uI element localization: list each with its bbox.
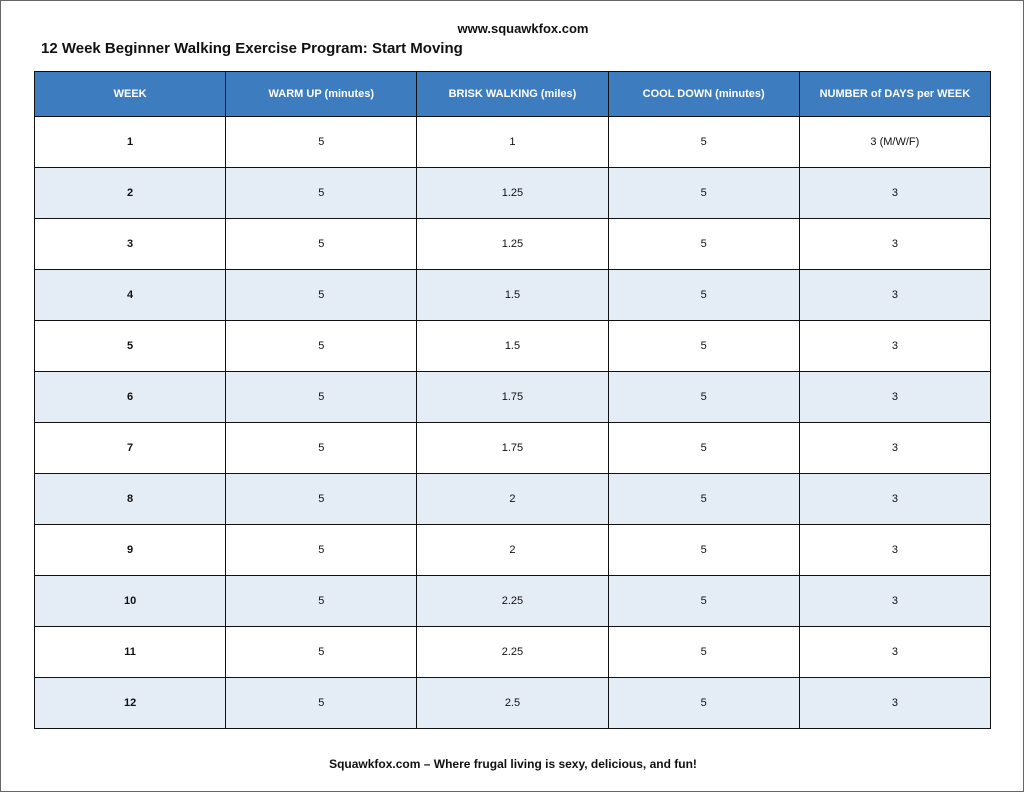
table-cell: 3 (798, 167, 992, 219)
table-cell: 3 (798, 320, 992, 372)
table-cell: 5 (225, 473, 418, 525)
table-cell: 2.25 (416, 575, 609, 627)
table-cell: 2 (416, 524, 609, 576)
table-cell: 5 (607, 524, 800, 576)
table-cell: 10 (33, 575, 227, 627)
table-cell: 5 (607, 473, 800, 525)
table-cell: 5 (607, 320, 800, 372)
table-cell: 1 (33, 116, 227, 168)
column-header: WEEK (33, 71, 227, 117)
table-cell: 3 (798, 575, 992, 627)
table-cell: 5 (607, 167, 800, 219)
header-row: WEEK WARM UP (minutes) BRISK WALKING (mile… (33, 71, 992, 117)
table-cell: 11 (33, 626, 227, 678)
table-cell: 2.25 (416, 626, 609, 678)
table-cell: 3 (798, 371, 992, 423)
table-row: 3 5 1.25 5 3 (33, 218, 992, 270)
table-cell: 3 (798, 626, 992, 678)
table-cell: 3 (798, 422, 992, 474)
table-row: 7 5 1.75 5 3 (33, 422, 992, 474)
table-cell: 1.25 (416, 218, 609, 270)
table-cell: 3 (M/W/F) (798, 116, 992, 168)
document-title: 12 Week Beginner Walking Exercise Progra… (41, 40, 463, 57)
table-cell: 5 (607, 626, 800, 678)
table-cell: 5 (225, 422, 418, 474)
table-cell: 1.25 (416, 167, 609, 219)
table-row: 12 5 2.5 5 3 (33, 677, 992, 729)
table-cell: 2 (416, 473, 609, 525)
table-cell: 1.5 (416, 320, 609, 372)
column-header: NUMBER of DAYS per WEEK (798, 71, 992, 117)
column-header: WARM UP (minutes) (225, 71, 418, 117)
table-cell: 5 (225, 677, 418, 729)
table-row: 6 5 1.75 5 3 (33, 371, 992, 423)
table-cell: 3 (798, 473, 992, 525)
site-url: www.squawkfox.com (457, 21, 589, 36)
table-cell: 5 (225, 371, 418, 423)
table-cell: 3 (33, 218, 227, 270)
table-cell: 5 (607, 575, 800, 627)
table-cell: 5 (225, 320, 418, 372)
table-cell: 2 (33, 167, 227, 219)
table-cell: 1.75 (416, 371, 609, 423)
table-row: 5 5 1.5 5 3 (33, 320, 992, 372)
program-table: WEEK WARM UP (minutes) BRISK WALKING (mile… (33, 71, 992, 729)
column-header: BRISK WALKING (miles) (416, 71, 609, 117)
table-cell: 5 (607, 677, 800, 729)
table-row: 10 5 2.25 5 3 (33, 575, 992, 627)
table-cell: 5 (225, 218, 418, 270)
table-cell: 3 (798, 269, 992, 321)
table-cell: 1.5 (416, 269, 609, 321)
table-cell: 8 (33, 473, 227, 525)
column-header: COOL DOWN (minutes) (607, 71, 800, 117)
table-cell: 5 (607, 218, 800, 270)
table-cell: 5 (33, 320, 227, 372)
table-row: 11 5 2.25 5 3 (33, 626, 992, 678)
table-cell: 5 (225, 575, 418, 627)
table-cell: 2.5 (416, 677, 609, 729)
table-cell: 5 (607, 422, 800, 474)
table-cell: 5 (225, 524, 418, 576)
table-cell: 9 (33, 524, 227, 576)
table-cell: 5 (225, 116, 418, 168)
table-cell: 1.75 (416, 422, 609, 474)
table-cell: 7 (33, 422, 227, 474)
table-cell: 3 (798, 524, 992, 576)
table-row: 2 5 1.25 5 3 (33, 167, 992, 219)
footer: Squawkfox.com – Where frugal living is s… (329, 757, 697, 771)
table-cell: 3 (798, 218, 992, 270)
table-cell: 6 (33, 371, 227, 423)
table-cell: 5 (225, 269, 418, 321)
table-cell: 5 (225, 626, 418, 678)
table-cell: 5 (607, 269, 800, 321)
table-cell: 3 (798, 677, 992, 729)
table-cell: 5 (607, 371, 800, 423)
table-cell: 4 (33, 269, 227, 321)
table-cell: 5 (225, 167, 418, 219)
table-row: 4 5 1.5 5 3 (33, 269, 992, 321)
table-cell: 5 (607, 116, 800, 168)
table-cell: 1 (416, 116, 609, 168)
table-cell: 12 (33, 677, 227, 729)
